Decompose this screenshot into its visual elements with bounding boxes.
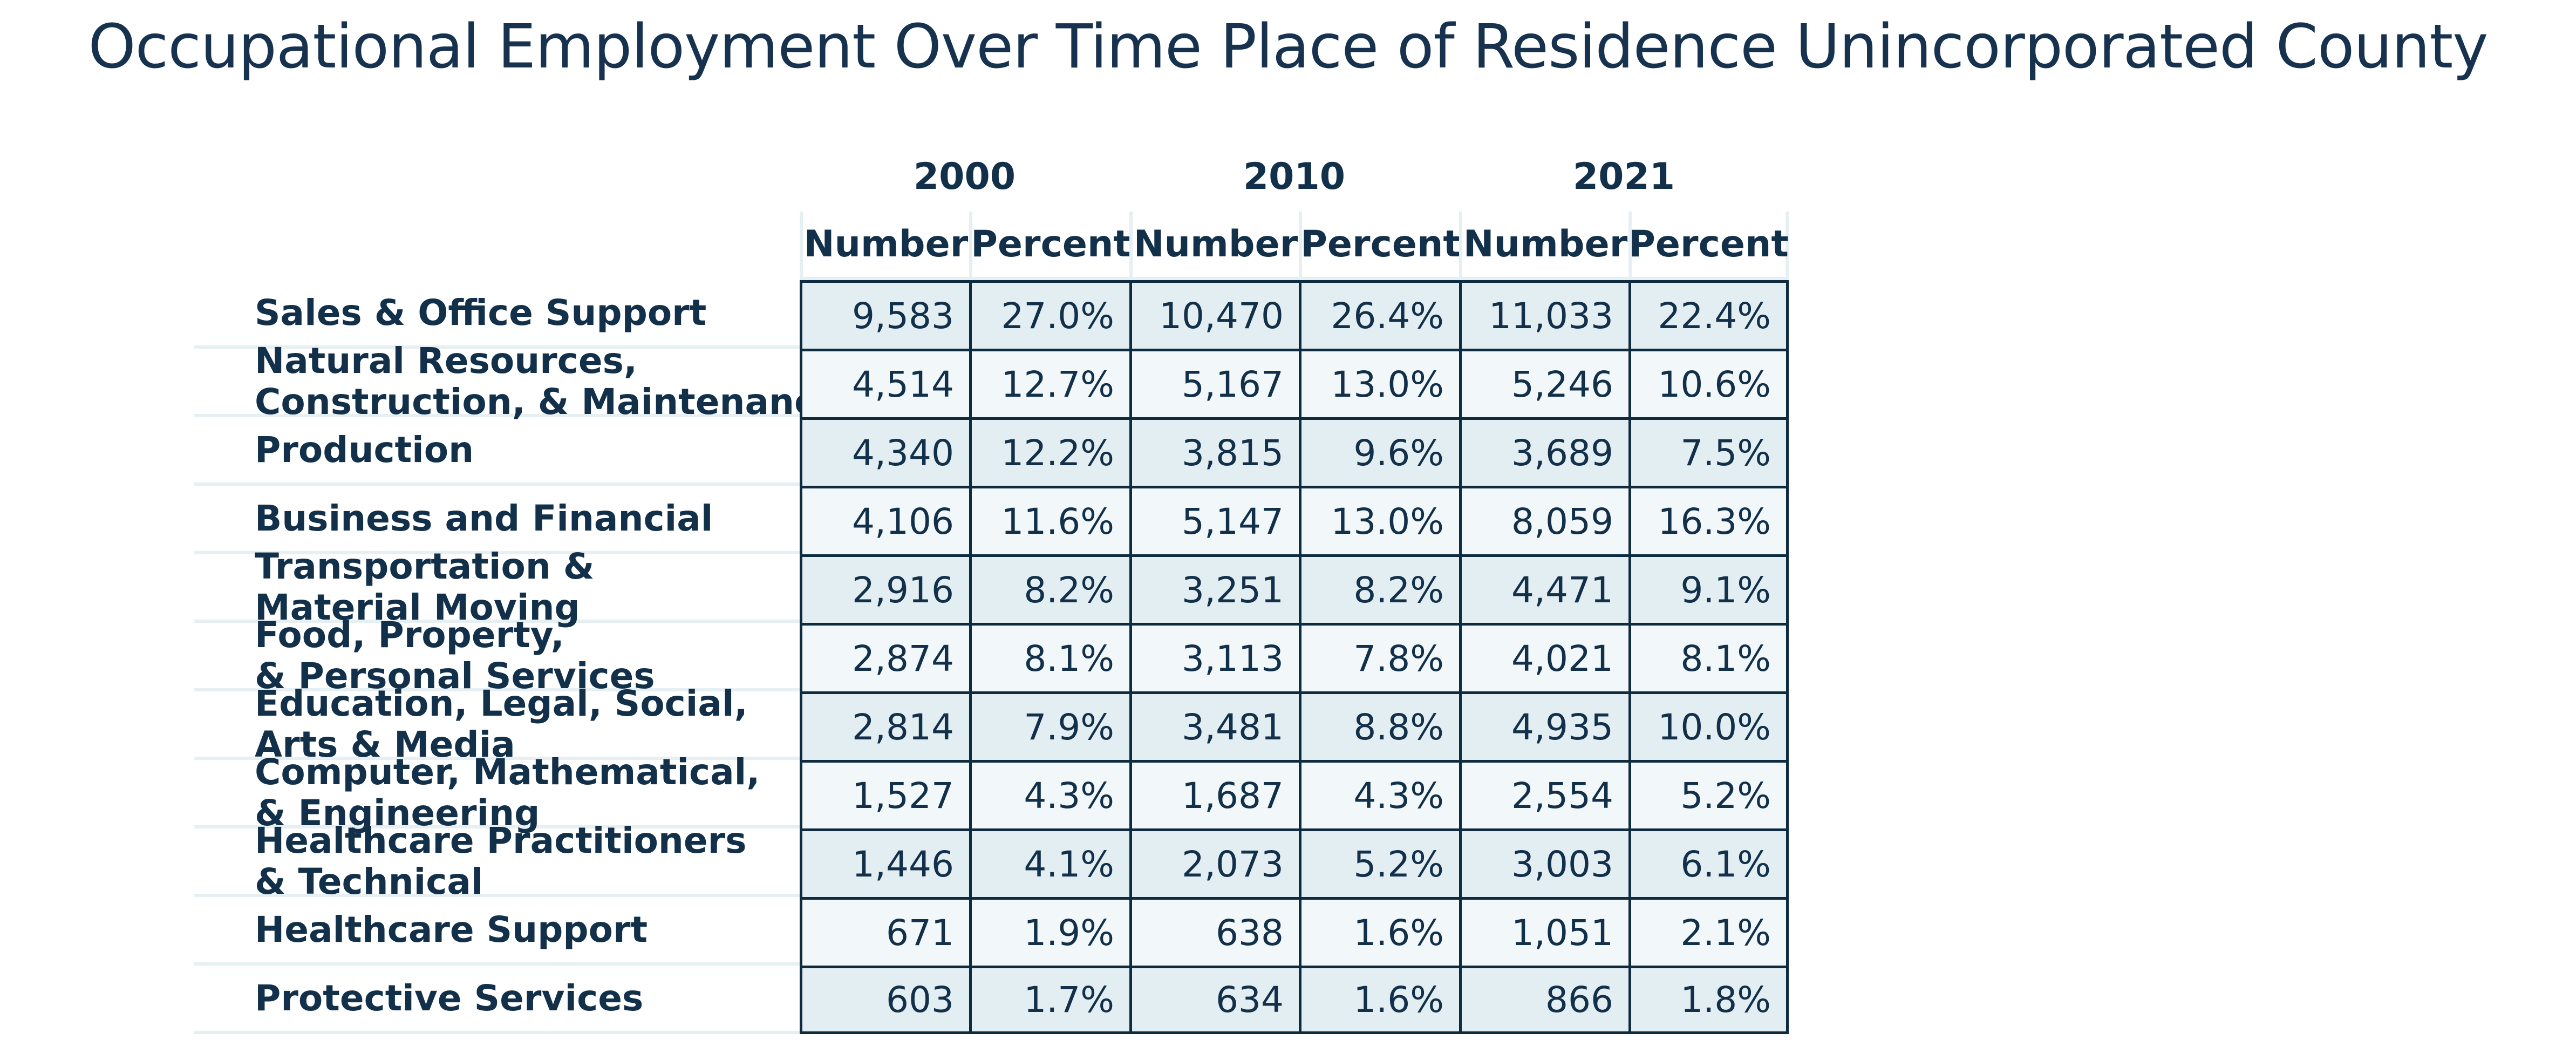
table-cell: 2,073	[1129, 828, 1299, 897]
row-label: Computer, Mathematical, & Engineering	[194, 751, 800, 833]
table-cell: 2,554	[1459, 760, 1628, 828]
table-cell: 26.4%	[1299, 280, 1459, 349]
column-header: Number	[1459, 212, 1628, 280]
table-cell: 1.7%	[969, 966, 1129, 1034]
table-cell: 603	[800, 966, 969, 1034]
table-cell: 2,874	[800, 623, 969, 691]
table-cell: 1.6%	[1299, 897, 1459, 966]
table-cell: 7.5%	[1628, 417, 1789, 486]
table-cell: 7.8%	[1299, 623, 1459, 691]
header-spacer	[194, 212, 800, 280]
table-cell: 4,340	[800, 417, 969, 486]
table-cell: 4.3%	[1299, 760, 1459, 828]
table-cell: 3,251	[1129, 554, 1299, 623]
table-cell: 1.9%	[969, 897, 1129, 966]
row-label: Protective Services	[194, 966, 800, 1034]
row-label: Production	[194, 417, 800, 486]
table-cell: 3,003	[1459, 828, 1628, 897]
table-cell: 2,814	[800, 691, 969, 760]
table-cell: 9.1%	[1628, 554, 1789, 623]
table-cell: 1.6%	[1299, 966, 1459, 1034]
table-cell: 866	[1459, 966, 1628, 1034]
table-cell: 8.1%	[969, 623, 1129, 691]
row-label: Education, Legal, Social, Arts & Media	[194, 683, 800, 765]
table-cell: 5.2%	[1628, 760, 1789, 828]
row-label: Transportation & Material Moving	[194, 546, 800, 628]
table-cell: 8,059	[1459, 486, 1628, 554]
table-cell: 5,246	[1459, 349, 1628, 417]
column-header: Percent	[969, 212, 1131, 280]
table-cell: 4.1%	[969, 828, 1129, 897]
column-header: Percent	[1299, 212, 1461, 280]
table-cell: 10,470	[1129, 280, 1299, 349]
table-cell: 4.3%	[969, 760, 1129, 828]
table-cell: 5,147	[1129, 486, 1299, 554]
row-label: Natural Resources, Construction, & Maint…	[194, 340, 840, 422]
table-cell: 4,471	[1459, 554, 1628, 623]
table-cell: 1,527	[800, 760, 969, 828]
table-cell: 671	[800, 897, 969, 966]
header-spacer	[194, 141, 800, 212]
table-cell: 13.0%	[1299, 486, 1459, 554]
table-cell: 22.4%	[1628, 280, 1789, 349]
table-cell: 638	[1129, 897, 1299, 966]
column-header: Percent	[1628, 212, 1789, 280]
page-title: Occupational Employment Over Time Place …	[88, 12, 2488, 82]
table-cell: 10.0%	[1628, 691, 1789, 760]
employment-table: 2000 2010 2021 Number Percent Number Percent Nu…	[194, 141, 1789, 1034]
table-cell: 1,446	[800, 828, 969, 897]
table-cell: 634	[1129, 966, 1299, 1034]
table-cell: 27.0%	[969, 280, 1129, 349]
table-cell: 2,916	[800, 554, 969, 623]
table-cell: 9,583	[800, 280, 969, 349]
table-cell: 9.6%	[1299, 417, 1459, 486]
table-cell: 4,106	[800, 486, 969, 554]
table-cell: 1,051	[1459, 897, 1628, 966]
column-header: Number	[1129, 212, 1299, 280]
table-cell: 12.7%	[969, 349, 1129, 417]
table-cell: 8.2%	[969, 554, 1129, 623]
table-cell: 10.6%	[1628, 349, 1789, 417]
table-cell: 8.1%	[1628, 623, 1789, 691]
row-label: Healthcare Support	[194, 897, 800, 966]
table-cell: 7.9%	[969, 691, 1129, 760]
year-header: 2021	[1572, 155, 1675, 198]
row-label: Food, Property, & Personal Services	[194, 614, 800, 696]
row-label: Healthcare Practitioners & Technical	[194, 820, 800, 902]
table-cell: 2.1%	[1628, 897, 1789, 966]
table-cell: 1.8%	[1628, 966, 1789, 1034]
table-cell: 16.3%	[1628, 486, 1789, 554]
table-cell: 3,481	[1129, 691, 1299, 760]
table-cell: 5,167	[1129, 349, 1299, 417]
table-cell: 3,689	[1459, 417, 1628, 486]
table-cell: 3,815	[1129, 417, 1299, 486]
year-header: 2000	[913, 155, 1016, 198]
table-cell: 4,935	[1459, 691, 1628, 760]
row-label: Business and Financial	[194, 486, 800, 554]
table-cell: 5.2%	[1299, 828, 1459, 897]
table-cell: 4,514	[800, 349, 969, 417]
table-cell: 1,687	[1129, 760, 1299, 828]
table-cell: 12.2%	[969, 417, 1129, 486]
table-cell: 11,033	[1459, 280, 1628, 349]
table-cell: 8.2%	[1299, 554, 1459, 623]
table-cell: 11.6%	[969, 486, 1129, 554]
table-cell: 3,113	[1129, 623, 1299, 691]
table-cell: 13.0%	[1299, 349, 1459, 417]
table-cell: 6.1%	[1628, 828, 1789, 897]
table-cell: 8.8%	[1299, 691, 1459, 760]
column-header: Number	[800, 212, 969, 280]
table-cell: 4,021	[1459, 623, 1628, 691]
year-header: 2010	[1243, 155, 1346, 198]
row-label: Sales & Office Support	[194, 280, 800, 349]
